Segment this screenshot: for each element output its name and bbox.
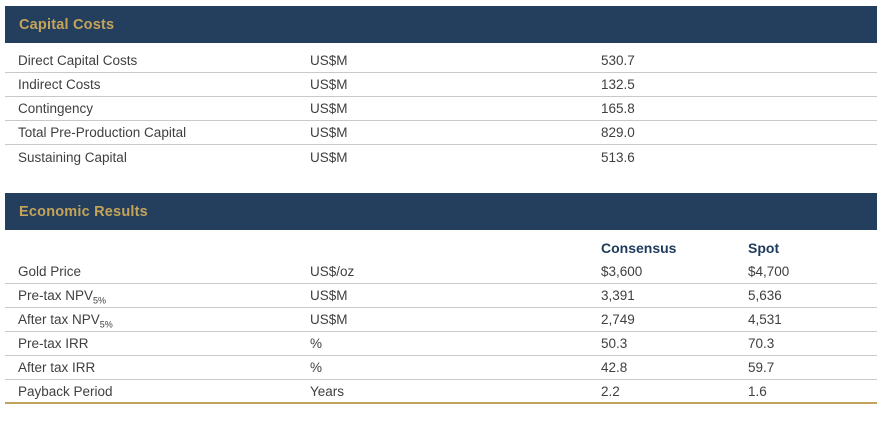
table-row: Payback Period Years 2.2 1.6 [5, 380, 877, 404]
table-row: Pre-tax IRR % 50.3 70.3 [5, 332, 877, 356]
row-value: 530.7 [601, 53, 635, 68]
row-value-spot: 1.6 [748, 383, 767, 399]
row-unit: Years [310, 383, 345, 399]
column-header-row: Consensus Spot [5, 236, 877, 260]
row-label: After tax NPV5% [18, 312, 113, 330]
row-value: 132.5 [601, 77, 635, 92]
row-label: After tax IRR [18, 360, 96, 375]
row-unit: % [310, 360, 323, 375]
row-unit: US$M [310, 53, 348, 68]
table-row: Indirect Costs US$M 132.5 [5, 73, 877, 97]
economic-results-header-bar: Economic Results [5, 193, 877, 230]
row-unit: US$M [310, 125, 348, 140]
row-label: Direct Capital Costs [18, 53, 138, 68]
economic-results-title: Economic Results [19, 203, 148, 220]
row-value-spot: $4,700 [748, 264, 790, 279]
page: Capital Costs Direct Capital Costs US$M … [0, 6, 882, 421]
capital-costs-table: Direct Capital Costs US$M 530.7 Indirect… [5, 43, 877, 169]
row-value: 513.6 [601, 149, 635, 165]
row-value: 829.0 [601, 125, 635, 140]
row-label: Pre-tax IRR [18, 336, 89, 351]
table-row: Contingency US$M 165.8 [5, 97, 877, 121]
row-value-consensus: 2,749 [601, 312, 635, 327]
row-label-subscript: 5% [93, 295, 107, 306]
column-header-consensus: Consensus [601, 240, 677, 256]
row-label: Pre-tax NPV5% [18, 288, 107, 306]
capital-costs-header-bar: Capital Costs [5, 6, 877, 43]
table-row: Pre-tax NPV5% US$M 3,391 5,636 [5, 284, 877, 308]
row-value-spot: 5,636 [748, 288, 782, 303]
table-row: After tax IRR % 42.8 59.7 [5, 356, 877, 380]
row-value-spot: 59.7 [748, 360, 775, 375]
row-unit: US$M [310, 101, 348, 116]
economic-results-table: Consensus Spot Gold Price US$/oz $3,600 … [5, 230, 877, 404]
row-value-spot: 4,531 [748, 312, 782, 327]
row-label: Sustaining Capital [18, 149, 127, 165]
row-label: Indirect Costs [18, 77, 101, 92]
capital-costs-title: Capital Costs [19, 16, 115, 33]
economic-results-section: Economic Results Consensus Spot Gold Pri… [5, 193, 877, 404]
row-value: 165.8 [601, 101, 635, 116]
row-value-consensus: 3,391 [601, 288, 635, 303]
column-header-spot: Spot [748, 240, 780, 256]
row-value-consensus: $3,600 [601, 264, 643, 279]
table-row: Direct Capital Costs US$M 530.7 [5, 49, 877, 73]
row-value-consensus: 50.3 [601, 336, 628, 351]
row-label: Total Pre-Production Capital [18, 125, 187, 140]
row-label: Payback Period [18, 383, 113, 399]
table-row: Total Pre-Production Capital US$M 829.0 [5, 121, 877, 145]
row-unit: US$M [310, 288, 348, 303]
row-value-consensus: 42.8 [601, 360, 628, 375]
table-row: Gold Price US$/oz $3,600 $4,700 [5, 260, 877, 284]
capital-costs-section: Capital Costs Direct Capital Costs US$M … [5, 6, 877, 169]
row-unit: US$M [310, 149, 348, 165]
row-value-spot: 70.3 [748, 336, 775, 351]
row-unit: US$M [310, 77, 348, 92]
row-unit: US$M [310, 312, 348, 327]
row-unit: US$/oz [310, 264, 355, 279]
table-row: Sustaining Capital US$M 513.6 [5, 145, 877, 169]
row-value-consensus: 2.2 [601, 383, 620, 399]
row-label: Contingency [18, 101, 94, 116]
row-label: Gold Price [18, 264, 82, 279]
row-unit: % [310, 336, 323, 351]
row-label-subscript: 5% [99, 319, 113, 330]
table-row: After tax NPV5% US$M 2,749 4,531 [5, 308, 877, 332]
